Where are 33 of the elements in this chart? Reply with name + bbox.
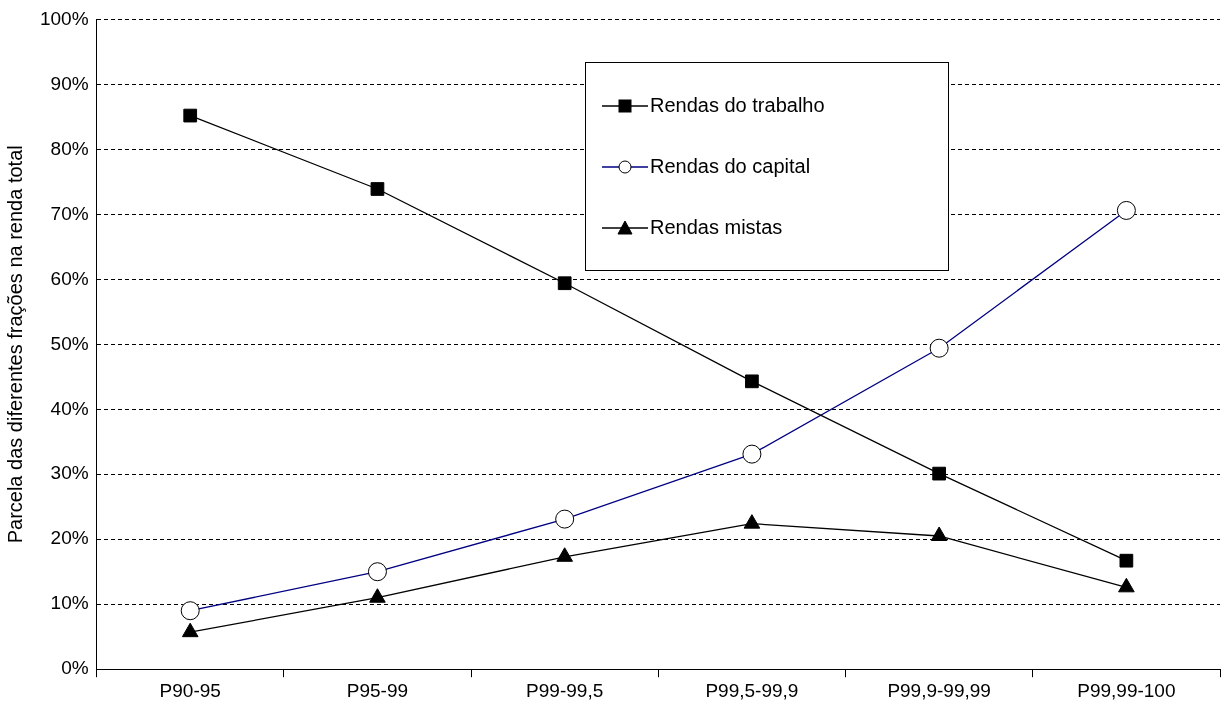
x-tick-label: P99,5-99,9 [705,679,799,701]
point [743,514,761,529]
x-tick-label: P99-99,5 [526,679,604,701]
y-tick-label: 50% [50,332,89,354]
y-tick-label: 70% [50,202,89,224]
y-axis-title: Parcela das diferentes frações na renda total [3,145,26,544]
point [932,466,947,481]
y-tick-label: 10% [50,592,89,614]
x-tick-label: P90-95 [159,679,221,701]
y-tick-label: 80% [50,137,89,159]
point [370,182,385,196]
point [745,374,759,389]
y-tick-label: 0% [61,657,89,679]
point [557,276,572,291]
point [183,108,198,123]
point [1118,577,1135,593]
x-tick-label: P99,99-100 [1077,679,1176,701]
y-tick-label: 60% [50,267,89,289]
point [556,547,573,562]
point [1119,553,1134,568]
y-tick-label: 40% [50,397,89,419]
y-tick-label: 90% [50,72,89,94]
point [369,588,386,603]
y-tick-label: 30% [50,462,89,484]
point [181,622,199,638]
x-tick-label: P95-99 [346,679,409,701]
y-tick-label: 100% [39,7,89,29]
legend-label: Rendas mistas [650,216,783,239]
legend-label: Rendas do capital [650,155,811,178]
legend-label: Rendas do trabalho [650,94,825,117]
point [930,526,948,541]
y-tick-label: 20% [50,527,89,549]
x-tick-label: P99,9-99,99 [887,679,991,701]
